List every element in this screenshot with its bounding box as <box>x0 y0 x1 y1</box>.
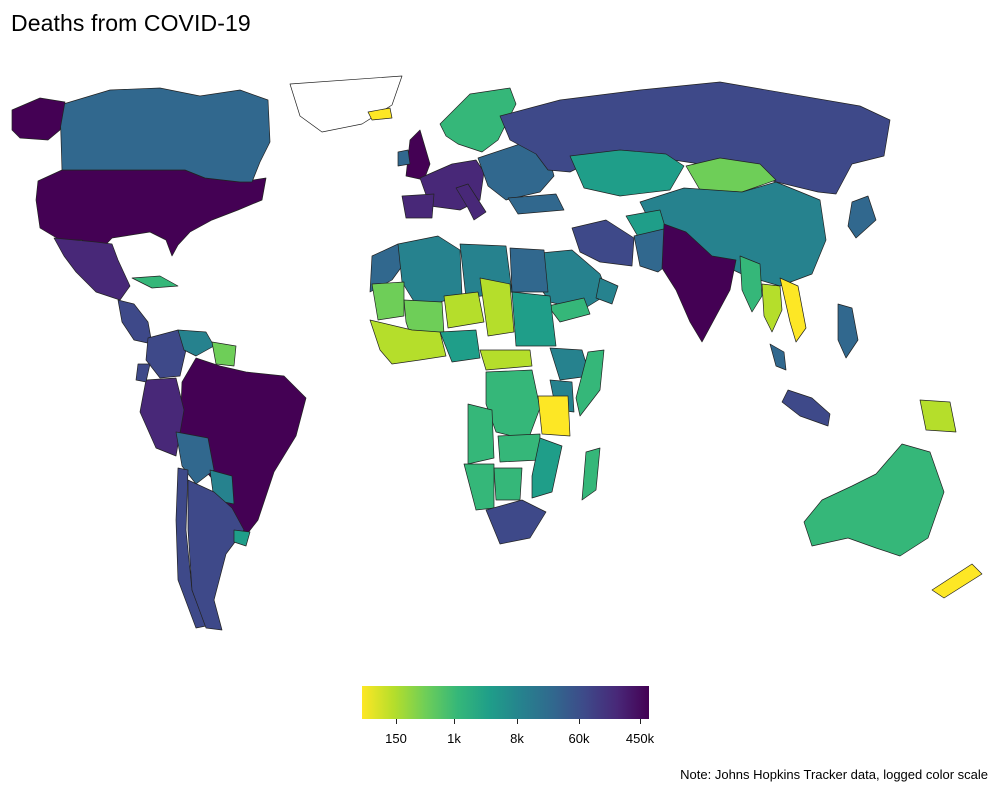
country-vietnam: Vietnam <box>779 277 807 343</box>
country-botswana: Botswana <box>493 467 523 501</box>
country-new-zealand: New Zealand <box>931 563 983 599</box>
legend-tick-label: 450k <box>625 731 655 746</box>
legend-tick-mark <box>640 719 641 724</box>
country-india: India <box>661 223 737 343</box>
country-canada: Canada <box>59 87 271 183</box>
country-sudan: Sudan <box>511 291 557 347</box>
country-south-africa: South Africa <box>485 499 547 545</box>
country-west-africa: West Africa <box>369 319 447 365</box>
country-cuba: Cuba <box>131 275 179 289</box>
country-italy: Italy <box>455 183 487 221</box>
country-indonesia: Indonesia <box>781 389 831 427</box>
country-niger: Niger <box>443 291 485 329</box>
country-zambia: Zambia <box>497 433 541 463</box>
country-uruguay: Uruguay <box>233 529 251 547</box>
country-argentina: Argentina <box>187 479 245 631</box>
country-venezuela: Venezuela <box>177 329 215 357</box>
country-russia: Russia <box>499 81 891 195</box>
country-mozambique: Mozambique <box>531 437 563 499</box>
country-thailand: Thailand <box>761 283 783 333</box>
country-guyana: Guyana <box>211 341 237 367</box>
legend-tick-label: 8k <box>510 731 524 746</box>
country-mexico: Mexico <box>53 237 131 301</box>
country-layer: United StatesCanadaAlaskaGreenlandMexico… <box>11 75 983 631</box>
country-morocco: Morocco <box>369 243 409 293</box>
country-bolivia: Bolivia <box>175 431 215 485</box>
country-somalia: Somalia <box>575 349 605 417</box>
country-ireland: Ireland <box>397 149 411 167</box>
country-scandinavia: Scandinavia <box>439 87 517 153</box>
country-malaysia: Malaysia <box>769 343 787 371</box>
legend-tick-label: 1k <box>447 731 461 746</box>
country-united-kingdom: United Kingdom <box>405 129 431 181</box>
country-mauritania: Mauritania <box>371 281 405 321</box>
legend-tick-label: 150 <box>385 731 407 746</box>
legend-tick-mark <box>517 719 518 724</box>
country-kazakhstan: Kazakhstan <box>569 149 685 197</box>
country-tanzania: Tanzania <box>537 395 571 437</box>
country-central-african-republic: Central African Republic <box>479 349 533 371</box>
country-turkey: Turkey <box>507 193 565 215</box>
country-yemen: Yemen <box>547 297 591 323</box>
country-dr-congo: DR Congo <box>485 369 541 441</box>
country-spain: Spain <box>401 193 435 219</box>
country-madagascar: Madagascar <box>581 447 601 501</box>
country-australia: Australia <box>803 443 945 557</box>
country-ecuador: Ecuador <box>135 363 151 383</box>
country-nigeria: Nigeria <box>439 329 481 363</box>
country-egypt: Egypt <box>509 247 549 293</box>
legend-tick-mark <box>396 719 397 724</box>
country-japan: Japan <box>847 195 877 239</box>
country-central-america: Central America <box>117 299 153 345</box>
country-iceland: Iceland <box>367 107 393 121</box>
legend-tick-mark <box>579 719 580 724</box>
country-alaska: Alaska <box>11 97 66 141</box>
country-iran: Iran <box>571 219 635 267</box>
legend-tick-label: 60k <box>568 731 590 746</box>
country-philippines: Philippines <box>837 303 859 359</box>
country-oman: Oman <box>595 277 619 305</box>
country-greenland: Greenland <box>289 75 403 133</box>
country-peru: Peru <box>139 377 185 457</box>
legend-color-bar <box>362 686 649 719</box>
legend-tick-mark <box>454 719 455 724</box>
country-chad: Chad <box>479 277 515 337</box>
world-map: United StatesCanadaAlaskaGreenlandMexico… <box>11 75 983 631</box>
chart-title: Deaths from COVID-19 <box>11 10 251 36</box>
country-namibia: Namibia <box>463 463 495 511</box>
country-myanmar: Myanmar <box>739 255 763 313</box>
country-papua-new-guinea: Papua New Guinea <box>919 399 957 433</box>
caption-note: Note: Johns Hopkins Tracker data, logged… <box>680 767 988 782</box>
country-angola: Angola <box>467 403 495 465</box>
